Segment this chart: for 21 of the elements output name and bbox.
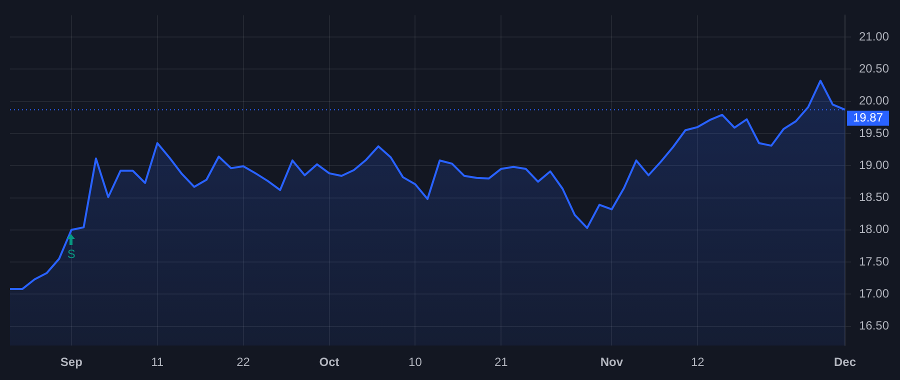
x-tick-label: 21 <box>494 355 508 370</box>
y-tick-label: 19.50 <box>859 126 890 140</box>
annotation: S <box>67 247 76 262</box>
y-tick-label: 19.00 <box>859 158 890 172</box>
x-tick-label: Sep <box>60 355 82 370</box>
y-tick-label: 18.00 <box>859 222 890 236</box>
y-tick-label: 20.50 <box>859 62 890 76</box>
y-tick-label: 17.00 <box>859 286 890 300</box>
x-tick-label: 22 <box>236 355 250 370</box>
x-tick-label: Dec <box>834 355 856 370</box>
y-tick-label: 21.00 <box>859 29 890 44</box>
y-tick-label: 20.00 <box>859 94 890 108</box>
x-tick-label: Oct <box>319 355 340 370</box>
x-tick-label: 12 <box>690 355 705 370</box>
y-tick-label: 16.50 <box>859 318 890 333</box>
y-tick-label: 17.50 <box>859 254 890 268</box>
x-tick-label: 10 <box>408 355 422 370</box>
x-tick-label: Nov <box>600 355 624 370</box>
x-tick-label: 11 <box>151 355 164 370</box>
ref-line-label: 19.87 <box>853 110 884 125</box>
y-tick-label: 18.50 <box>859 190 890 204</box>
